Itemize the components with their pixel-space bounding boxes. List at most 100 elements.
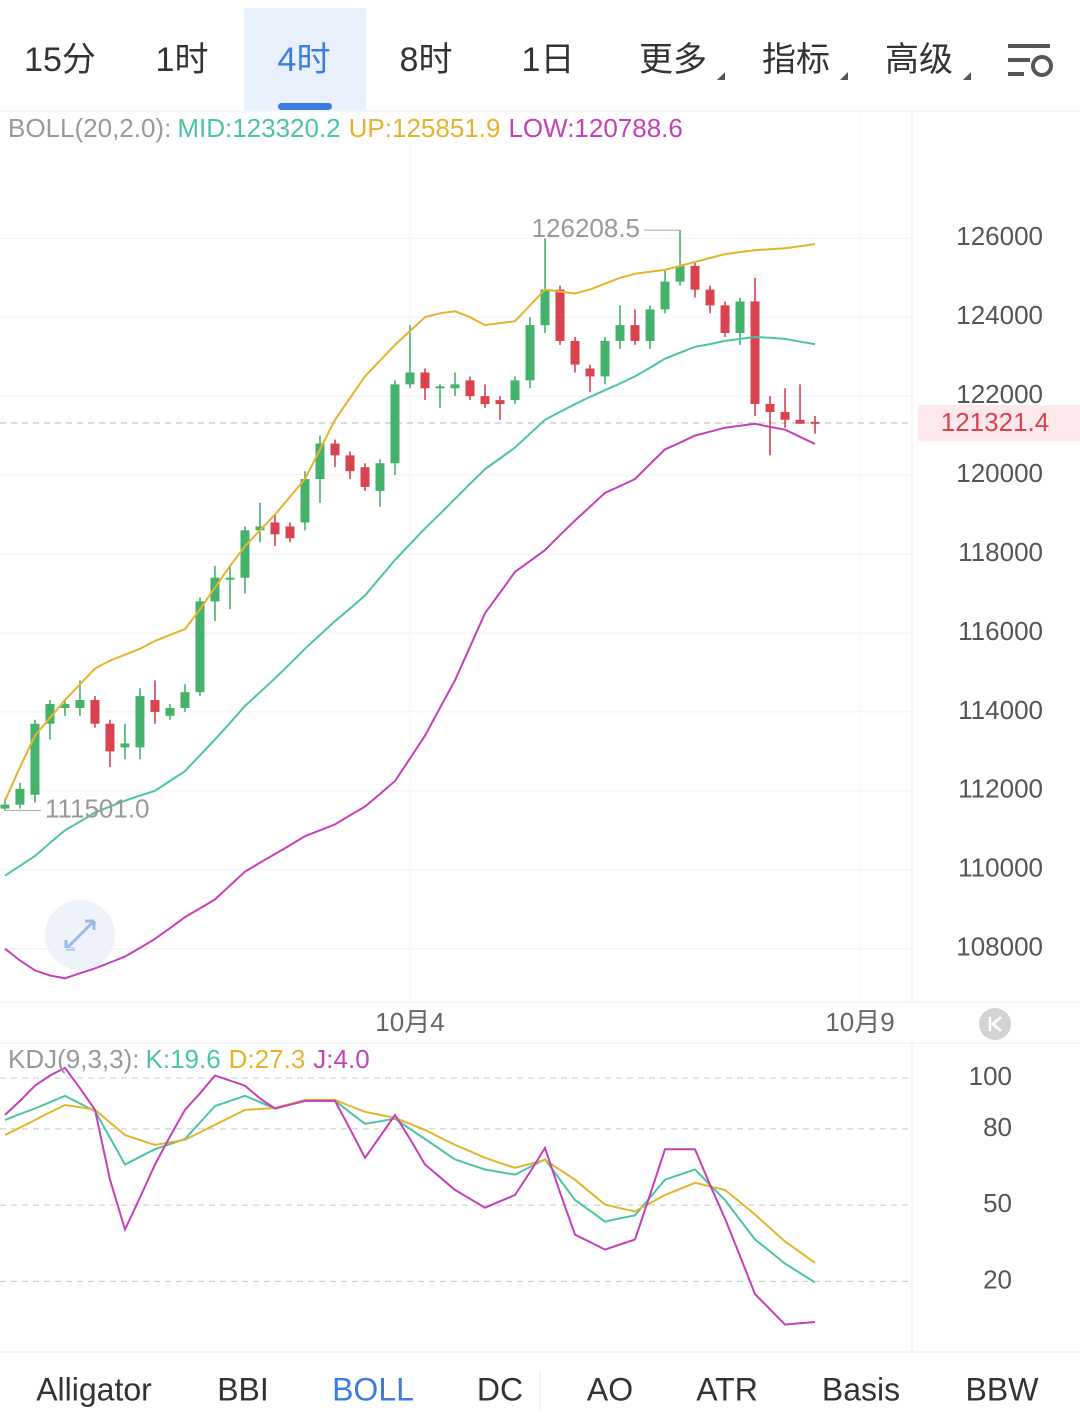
candle-body: [150, 700, 160, 712]
menu-tab[interactable]: 指标: [762, 41, 830, 79]
candle-body: [465, 380, 475, 397]
candle-body: [540, 289, 550, 326]
candle-body: [780, 411, 790, 420]
candle-body: [495, 400, 505, 405]
candle-body: [255, 526, 265, 531]
candle-body: [360, 467, 370, 487]
expand-button[interactable]: [45, 900, 115, 970]
legend-entry: MID:123320.2: [177, 113, 340, 143]
candle-body: [240, 530, 250, 578]
candle-body: [135, 696, 145, 748]
candle-body: [75, 700, 85, 708]
candle-body: [30, 723, 40, 795]
candle-body: [105, 723, 115, 752]
indicator-tab[interactable]: AO: [587, 1371, 633, 1407]
scroll-end-button[interactable]: [979, 1008, 1011, 1040]
annotation-label: 111501.0: [45, 793, 150, 823]
dropdown-caret: [840, 72, 848, 80]
dropdown-caret: [717, 72, 725, 80]
active-tab-bg: [244, 8, 366, 110]
legend-entry: J:4.0: [313, 1044, 369, 1074]
candle-body: [15, 788, 25, 805]
timeframe-tab[interactable]: 8时: [400, 41, 453, 79]
candle-body: [705, 289, 715, 306]
last-price-box: [918, 404, 1080, 441]
candle-body: [765, 404, 775, 412]
candle-body: [90, 700, 100, 724]
candle-body: [810, 421, 820, 424]
annotation-label: 126208.5: [532, 213, 640, 243]
candle-body: [390, 384, 400, 464]
candle-body: [510, 380, 520, 401]
indicator-line: [4, 1098, 816, 1264]
candle-body: [165, 707, 175, 716]
indicator-tab[interactable]: BBW: [966, 1371, 1040, 1407]
candle-body: [300, 479, 310, 523]
legend-entry: LOW:120788.6: [508, 113, 682, 143]
timeframe-tab[interactable]: 4时: [278, 41, 331, 79]
candle-body: [60, 704, 70, 708]
candle-body: [645, 309, 655, 341]
candle-body: [675, 265, 685, 282]
active-tab-indicator: [278, 103, 332, 110]
icon-gear: [1031, 55, 1053, 77]
y-tick-label: 126000: [956, 221, 1043, 251]
button-glyph: [988, 1016, 1002, 1032]
candle-body: [735, 301, 745, 334]
indicator-tab[interactable]: ATR: [696, 1371, 758, 1407]
indicator-label: KDJ(9,3,3):: [8, 1044, 140, 1074]
candle-body: [405, 372, 415, 385]
candle-body: [480, 396, 490, 405]
candle-body: [0, 804, 10, 809]
candle-body: [600, 340, 610, 377]
candle-body: [120, 743, 130, 748]
candle-body: [615, 325, 625, 341]
candle-body: [45, 704, 55, 724]
candle-body: [720, 305, 730, 334]
y-tick-label: 112000: [958, 774, 1043, 804]
candle-body: [660, 281, 670, 310]
menu-tab[interactable]: 高级: [885, 41, 953, 79]
candle-body: [210, 577, 220, 602]
indicator-tab[interactable]: DC: [477, 1371, 523, 1407]
indicator-tab[interactable]: BOLL: [332, 1371, 414, 1407]
settings-icon[interactable]: [1008, 44, 1053, 77]
indicator-line: [4, 1066, 816, 1326]
timeframe-tab[interactable]: 1日: [522, 41, 575, 79]
indicator-line: [4, 422, 816, 980]
y-tick-label: 124000: [956, 300, 1043, 330]
y-tick-label: 80: [983, 1112, 1012, 1142]
legend-entry: K:19.6: [146, 1044, 221, 1074]
dropdown-caret: [963, 72, 971, 80]
x-tick-label: 10月9: [825, 1007, 894, 1037]
indicator-line: [4, 1094, 816, 1284]
y-tick-label: 114000: [958, 695, 1043, 725]
indicator-line: [4, 243, 816, 802]
candle-body: [435, 386, 445, 389]
candle-body: [420, 372, 430, 389]
candle-body: [570, 340, 580, 365]
y-tick-label: 108000: [956, 932, 1043, 962]
indicator-tab[interactable]: BBI: [217, 1371, 269, 1407]
candle-body: [555, 289, 565, 341]
y-tick-label: 122000: [956, 379, 1043, 409]
candle-body: [195, 601, 205, 693]
candle-body: [270, 522, 280, 535]
indicator-tab[interactable]: Alligator: [36, 1371, 152, 1407]
y-tick-label: 110000: [958, 853, 1043, 883]
timeframe-tab[interactable]: 1时: [156, 41, 209, 79]
candle-body: [225, 577, 235, 580]
timeframe-tab[interactable]: 15分: [24, 41, 96, 79]
candle-body: [525, 325, 535, 381]
candle-body: [285, 526, 295, 539]
candle-body: [180, 692, 190, 708]
legend-entry: UP:125851.9: [349, 113, 501, 143]
y-tick-label: 50: [983, 1188, 1012, 1218]
button-bg: [979, 1008, 1011, 1040]
legend-entry: D:27.3: [229, 1044, 306, 1074]
indicator-tab[interactable]: Basis: [822, 1371, 900, 1407]
candle-body: [630, 325, 640, 341]
menu-tab[interactable]: 更多: [639, 41, 707, 79]
y-tick-label: 116000: [958, 616, 1043, 646]
